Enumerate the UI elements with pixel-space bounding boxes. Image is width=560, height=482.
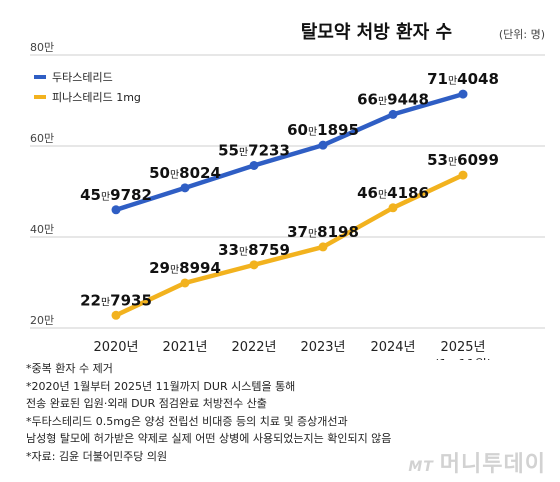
- data-point: [249, 260, 259, 270]
- footnote: *두타스테리드 0.5mg은 양성 전립선 비대증 등의 치료 및 증상개선과: [26, 414, 348, 428]
- data-point: [388, 203, 398, 213]
- data-label: 29만8994: [149, 259, 221, 277]
- y-tick-label: 40만: [30, 223, 54, 236]
- data-label: 37만8198: [287, 223, 359, 241]
- data-label: 55만7233: [218, 141, 290, 159]
- x-tick-label: 2023년: [300, 340, 345, 355]
- footnotes: *중복 환자 수 제거 *2020년 1월부터 2025년 11월까지 DUR …: [26, 360, 546, 465]
- y-tick-label: 80만: [30, 41, 54, 54]
- y-tick-label: 20만: [30, 314, 54, 327]
- footnote: 남성형 탈모에 허가받은 약제로 실제 어떤 상병에 사용되었는지는 확인되지 …: [26, 432, 392, 445]
- series-line: [113, 172, 466, 318]
- data-point: [111, 205, 121, 215]
- x-axis: 2020년 2021년 2022년 2023년 2024년 2025년 (1~11월): [93, 340, 491, 360]
- gridlines: 20만 40만 60만 80만: [30, 41, 545, 329]
- chart: 탈모약 처방 환자 수 (단위: 명) 20만 40만 60만 80만 두타스테리드피…: [30, 21, 545, 360]
- data-label: 71만4048: [427, 70, 499, 88]
- data-label: 33만8759: [218, 241, 290, 259]
- watermark-text: 머니투데이: [439, 452, 546, 477]
- x-tick-label: 2020년: [93, 340, 138, 355]
- footnote: *2020년 1월부터 2025년 11월까지 DUR 시스템을 통해: [26, 379, 296, 393]
- x-tick-sublabel: (1~11월): [434, 358, 492, 360]
- watermark: MT 머니투데이: [408, 446, 546, 478]
- data-point: [318, 242, 328, 252]
- series-layer: 45만9782 50만8024 55만7233 60만1895 66만9448 71만40…: [80, 70, 499, 320]
- data-point: [388, 109, 398, 119]
- series-line: [113, 91, 466, 213]
- x-tick-label: 2024년: [370, 340, 415, 355]
- data-point: [111, 310, 121, 320]
- data-label: 50만8024: [149, 164, 221, 182]
- unit-label: (단위: 명): [499, 28, 545, 41]
- watermark-logo: MT: [408, 459, 434, 475]
- x-tick-label: 2022년: [231, 340, 276, 355]
- chart-title: 탈모약 처방 환자 수: [301, 21, 452, 43]
- data-label: 60만1895: [287, 121, 359, 139]
- data-point: [458, 170, 468, 180]
- data-label: 22만7935: [80, 291, 152, 309]
- data-label: 46만4186: [357, 184, 429, 202]
- data-point: [318, 140, 328, 150]
- data-label: 45만9782: [80, 186, 152, 204]
- y-tick-label: 60만: [30, 132, 54, 145]
- footnote: 전송 완료된 입원·외래 DUR 점검완료 처방전수 산출: [26, 397, 267, 410]
- footnote: *중복 환자 수 제거: [26, 362, 113, 375]
- data-point: [249, 160, 259, 170]
- legend-label: 두타스테리드: [52, 71, 113, 84]
- data-label: 66만9448: [357, 90, 429, 108]
- data-point: [458, 89, 468, 99]
- x-tick-label: 2025년: [440, 340, 485, 355]
- data-label: 53만6099: [427, 151, 499, 169]
- footnote: *자료: 김윤 더불어민주당 의원: [26, 449, 168, 463]
- legend-label: 피나스테리드 1mg: [52, 91, 141, 104]
- data-point: [180, 278, 190, 288]
- data-point: [180, 183, 190, 193]
- x-tick-label: 2021년: [162, 340, 207, 355]
